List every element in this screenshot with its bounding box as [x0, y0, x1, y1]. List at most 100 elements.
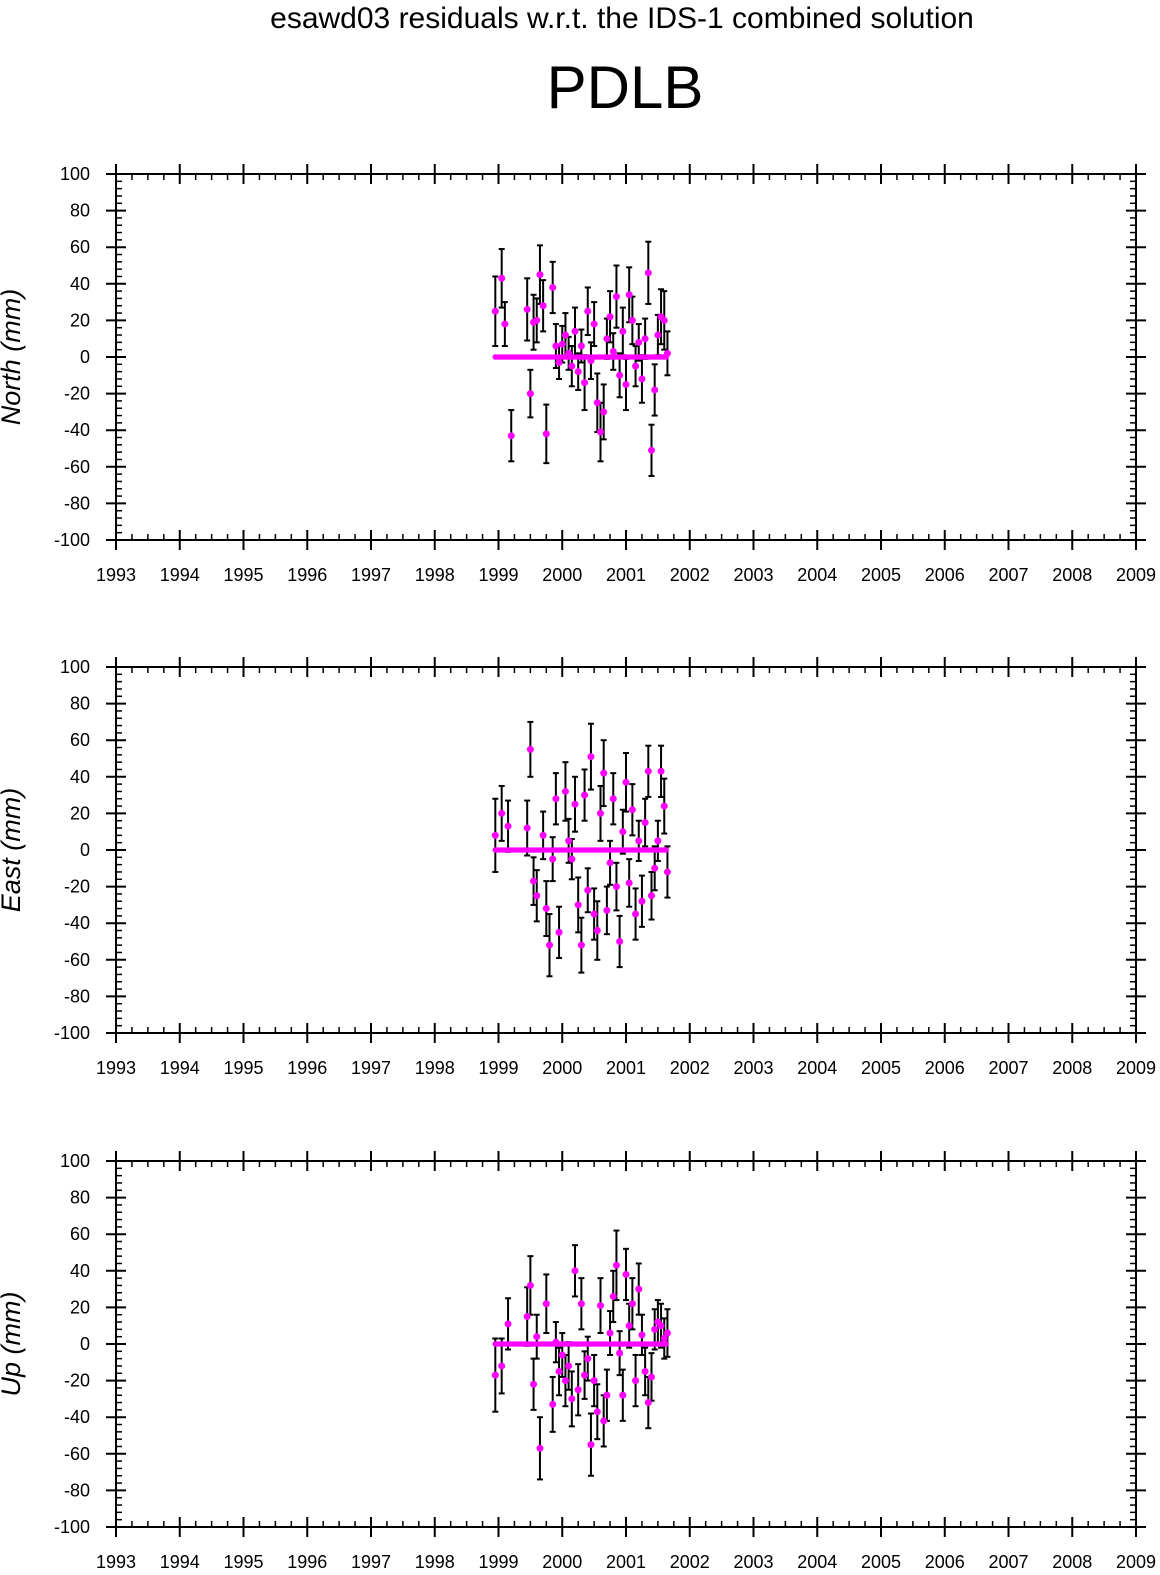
y-tick-label: -80	[64, 1480, 90, 1500]
data-point	[609, 795, 617, 803]
data-point	[555, 1367, 563, 1375]
x-tick-label: 2009	[1116, 565, 1156, 585]
data-point	[600, 408, 608, 416]
zero-point	[663, 1341, 669, 1347]
data-point	[549, 1400, 557, 1408]
x-tick-label: 1996	[287, 1058, 327, 1078]
x-tick-label: 2002	[670, 1058, 710, 1078]
data-point	[622, 778, 630, 786]
data-point	[648, 1373, 655, 1381]
y-tick-label: 80	[70, 201, 90, 221]
y-tick-label: 60	[70, 730, 90, 750]
data-point	[504, 1320, 512, 1328]
data-point	[619, 828, 627, 836]
data-point	[612, 883, 620, 891]
x-tick-label: 1998	[415, 565, 455, 585]
x-tick-label: 2007	[988, 565, 1028, 585]
x-tick-label: 2001	[606, 1058, 646, 1078]
zero-point	[663, 354, 669, 360]
x-minor-ticks	[131, 667, 1121, 1033]
x-tick-label: 1997	[351, 565, 391, 585]
data-point	[660, 1335, 668, 1343]
data-point	[660, 316, 668, 324]
data-point	[549, 283, 557, 291]
data-point	[597, 1302, 604, 1310]
data-point	[612, 293, 620, 301]
data-point	[657, 1322, 665, 1330]
y-tick-label: -40	[64, 913, 90, 933]
data-point	[606, 1329, 614, 1337]
y-tick-label: 40	[70, 767, 90, 787]
y-minor-ticks	[116, 180, 1136, 534]
y-tick-label: -80	[64, 986, 90, 1006]
data-point	[651, 1325, 659, 1333]
y-tick-label: -60	[64, 950, 90, 970]
x-tick-label: 2003	[733, 1058, 773, 1078]
x-tick-label: 2000	[542, 1058, 582, 1078]
x-minor-ticks	[131, 174, 1121, 540]
data-point	[536, 1444, 544, 1452]
data-point	[530, 877, 538, 885]
y-tick-label: 80	[70, 1188, 90, 1208]
x-tick-label: 2006	[925, 1552, 965, 1572]
data-point	[574, 368, 582, 376]
y-minor-ticks	[116, 1167, 1136, 1521]
data-point	[581, 379, 589, 387]
data-point	[622, 380, 630, 388]
data-point	[491, 1371, 499, 1379]
data-point	[533, 1333, 541, 1341]
data-point	[574, 901, 582, 909]
data-point	[641, 335, 649, 343]
x-tick-label: 1998	[415, 1552, 455, 1572]
data-point	[597, 809, 604, 817]
data-point	[555, 358, 563, 366]
data-point	[584, 886, 592, 894]
data-point	[491, 831, 499, 839]
data-point	[533, 892, 541, 900]
data-point	[625, 879, 633, 887]
data-point	[628, 1300, 636, 1308]
x-tick-label: 2008	[1052, 1552, 1092, 1572]
data-point	[603, 906, 611, 914]
data-point	[663, 1329, 671, 1337]
x-tick-label: 2004	[797, 1552, 837, 1572]
data-point	[651, 864, 659, 872]
data-point	[552, 342, 560, 350]
zero-series	[492, 847, 669, 853]
x-axis: 1993 1994 1995 1996 1997 1998 1999 2000 2001 2002…	[96, 1151, 1156, 1572]
data-point	[581, 791, 589, 799]
x-tick-label: 2009	[1116, 1552, 1156, 1572]
x-tick-label: 2008	[1052, 565, 1092, 585]
panels: 1993 1994 1995 1996 1997 1998 1999 2000 2001 2002…	[0, 164, 1156, 1572]
data-point	[593, 1408, 601, 1416]
data-point	[619, 1391, 627, 1399]
station-name: PDLB	[547, 54, 704, 121]
data-point	[530, 1380, 538, 1388]
data-point	[546, 941, 553, 949]
y-axis: 100 80 60 40 20 0 -20 -40 -60 -80 -100	[54, 164, 1146, 550]
data-point	[603, 335, 611, 343]
data-point	[542, 430, 550, 438]
x-tick-label: 2004	[797, 565, 837, 585]
data-point	[568, 1395, 576, 1403]
x-minor-ticks	[131, 1161, 1121, 1527]
data-point	[501, 320, 509, 328]
data-point	[590, 910, 598, 918]
x-tick-label: 1998	[415, 1058, 455, 1078]
y-tick-label: 80	[70, 694, 90, 714]
y-tick-label: -100	[54, 1023, 90, 1043]
data-point	[549, 855, 557, 863]
data-point	[597, 428, 604, 436]
y-axis-title: Up (mm)	[0, 1292, 26, 1397]
x-tick-label: 1999	[478, 1552, 518, 1572]
data-point	[523, 1313, 531, 1321]
x-tick-label: 2009	[1116, 1058, 1156, 1078]
x-tick-label: 2005	[861, 1552, 901, 1572]
data-point	[498, 1362, 506, 1370]
data-point	[625, 291, 633, 299]
data-point	[593, 927, 601, 935]
y-tick-label: -60	[64, 457, 90, 477]
data-point	[587, 753, 595, 761]
data-point	[641, 1367, 649, 1375]
